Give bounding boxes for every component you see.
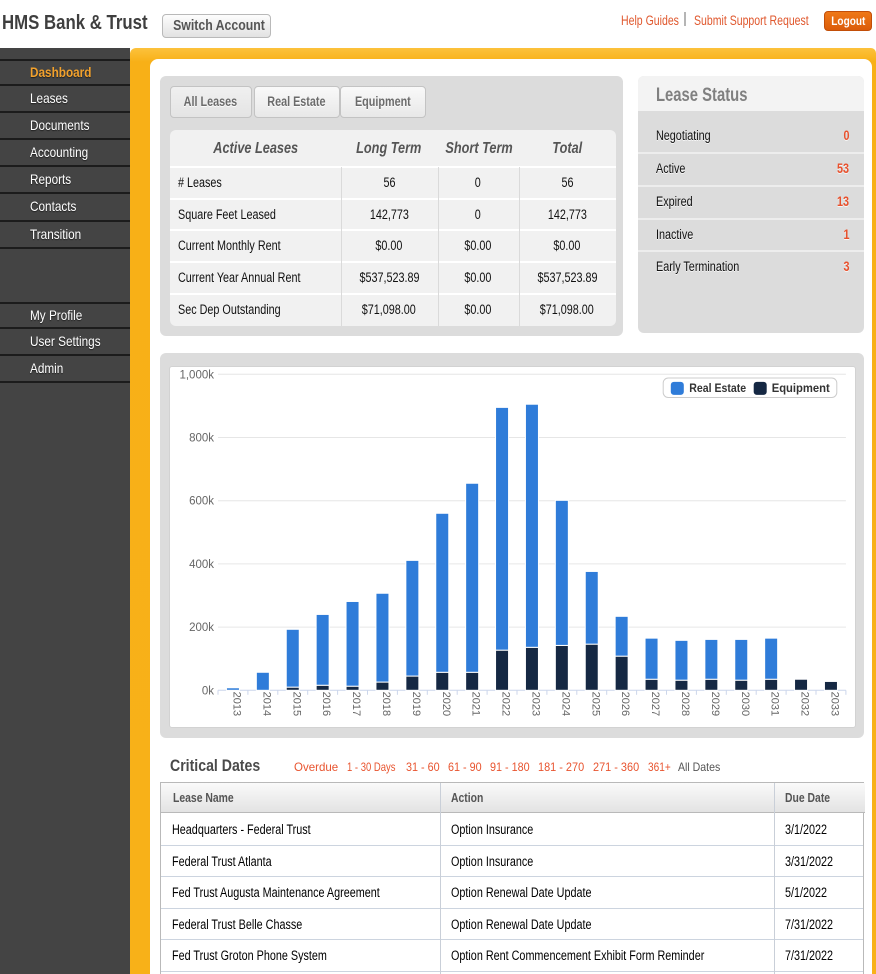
svg-text:2014: 2014 (260, 692, 272, 716)
svg-text:1,000k: 1,000k (179, 369, 214, 381)
svg-text:2021: 2021 (470, 692, 482, 716)
svg-text:2022: 2022 (500, 692, 512, 716)
svg-text:2024: 2024 (559, 692, 571, 716)
svg-text:2015: 2015 (290, 692, 302, 716)
svg-text:2027: 2027 (649, 692, 661, 716)
svg-text:2031: 2031 (769, 692, 781, 716)
svg-text:2023: 2023 (529, 692, 541, 716)
svg-text:400k: 400k (189, 559, 214, 571)
svg-text:2025: 2025 (589, 692, 601, 716)
svg-text:Real Estate: Real Estate (689, 383, 746, 395)
svg-text:2017: 2017 (350, 692, 362, 716)
svg-text:600k: 600k (189, 496, 214, 508)
svg-text:2029: 2029 (709, 692, 721, 716)
svg-text:0k: 0k (202, 685, 214, 697)
svg-text:2020: 2020 (440, 692, 452, 716)
svg-text:2032: 2032 (799, 692, 811, 716)
svg-text:2028: 2028 (679, 692, 691, 716)
svg-text:200k: 200k (189, 622, 214, 634)
svg-text:2018: 2018 (380, 692, 392, 716)
svg-text:2013: 2013 (230, 692, 242, 716)
svg-text:800k: 800k (189, 433, 214, 445)
svg-text:2019: 2019 (410, 692, 422, 716)
svg-text:Equipment: Equipment (772, 383, 830, 395)
svg-text:2026: 2026 (619, 692, 631, 716)
svg-text:2030: 2030 (739, 692, 751, 716)
svg-text:2033: 2033 (828, 692, 840, 716)
svg-text:2016: 2016 (320, 692, 332, 716)
